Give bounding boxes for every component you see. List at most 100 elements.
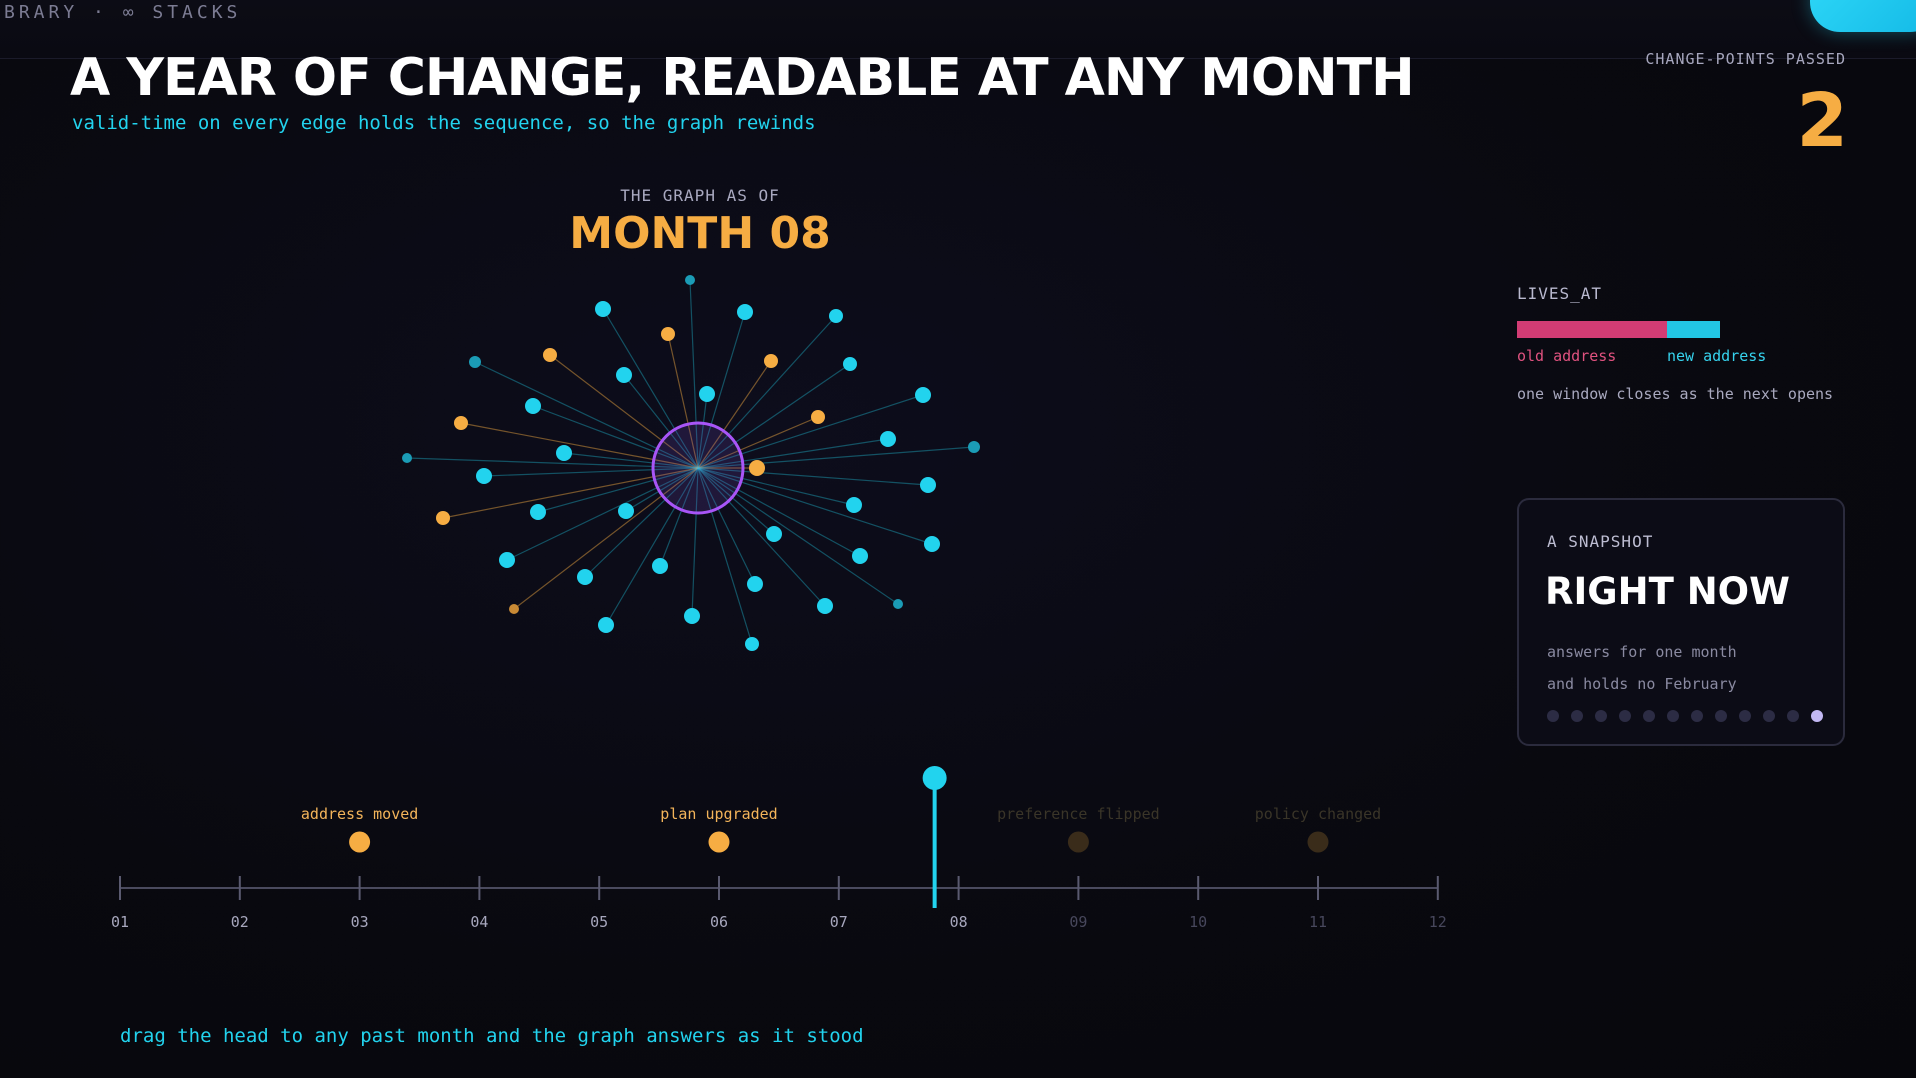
graph-node[interactable] [699, 386, 715, 402]
graph-node[interactable] [811, 410, 825, 424]
snapshot-kicker: A SNAPSHOT [1547, 532, 1654, 551]
graph-node[interactable] [749, 460, 765, 476]
graph-edge [697, 467, 775, 535]
month-tick-label[interactable]: 01 [110, 913, 130, 931]
brand-label: BRARY · ∞ STACKS [4, 2, 242, 23]
month-tick-label[interactable]: 04 [470, 913, 489, 931]
graph-node[interactable] [737, 304, 753, 320]
snapshot-dot[interactable] [1691, 710, 1703, 722]
old-address-label: old address [1517, 347, 1617, 365]
graph-edge [474, 361, 699, 469]
graph-node[interactable] [968, 441, 980, 453]
graph-edge [460, 422, 699, 469]
graph-node[interactable] [764, 354, 778, 368]
change-point-marker[interactable] [1307, 831, 1329, 853]
graph-edge [659, 467, 699, 567]
graph-node[interactable] [852, 548, 868, 564]
graph-edge [483, 467, 699, 477]
graph-node[interactable] [618, 503, 634, 519]
snapshot-dot[interactable] [1571, 710, 1583, 722]
graph-edge [697, 467, 756, 585]
graph-edge [549, 354, 699, 469]
graph-node[interactable] [817, 598, 833, 614]
change-points-label: CHANGE-POINTS PASSED [1645, 50, 1846, 68]
hub-node[interactable] [651, 421, 745, 515]
graph-node[interactable] [469, 356, 481, 368]
graph-node[interactable] [543, 348, 557, 362]
snapshot-dot[interactable] [1739, 710, 1751, 722]
graph-node[interactable] [745, 637, 759, 651]
snapshot-month-dots [1547, 710, 1823, 722]
month-tick-label[interactable]: 10 [1189, 913, 1208, 931]
graph-node[interactable] [684, 608, 700, 624]
graph-node[interactable] [747, 576, 763, 592]
graph-node[interactable] [454, 416, 468, 430]
old-address-bar [1517, 321, 1667, 338]
snapshot-dot[interactable] [1643, 710, 1655, 722]
month-tick-label[interactable]: 08 [949, 913, 968, 931]
snapshot-dot[interactable] [1667, 710, 1679, 722]
graph-edge [697, 360, 772, 469]
snapshot-dot[interactable] [1715, 710, 1727, 722]
graph-node[interactable] [661, 327, 675, 341]
graph-node[interactable] [436, 511, 450, 525]
graph-node[interactable] [616, 367, 632, 383]
graph-edge [506, 467, 699, 561]
change-point-marker[interactable] [1067, 831, 1089, 853]
change-point-label: preference flipped [997, 805, 1160, 823]
graph-node[interactable] [843, 357, 857, 371]
graph-node[interactable] [924, 536, 940, 552]
snapshot-dot[interactable] [1619, 710, 1631, 722]
snapshot-dot[interactable] [1811, 710, 1823, 722]
graph-node[interactable] [920, 477, 936, 493]
snapshot-dot[interactable] [1787, 710, 1799, 722]
change-point-label: policy changed [1254, 805, 1382, 823]
graph-edge [537, 467, 699, 513]
graph-node[interactable] [530, 504, 546, 520]
graph-node[interactable] [476, 468, 492, 484]
graph-node[interactable] [893, 599, 903, 609]
graph-edge [532, 405, 699, 469]
change-point-marker[interactable] [708, 831, 730, 853]
timeline-head-handle[interactable] [922, 766, 947, 790]
month-tick-label[interactable]: 12 [1428, 913, 1447, 931]
month-tick-label[interactable]: 03 [350, 913, 369, 931]
graph-node[interactable] [598, 617, 614, 633]
graph-edge [563, 452, 699, 469]
graph-edge [697, 393, 708, 469]
graph-node[interactable] [499, 552, 515, 568]
graph-node[interactable] [685, 275, 695, 285]
graph-node[interactable] [880, 431, 896, 447]
graph-node[interactable] [766, 526, 782, 542]
month-tick-label[interactable]: 11 [1308, 913, 1328, 931]
month-tick-label[interactable]: 09 [1069, 913, 1088, 931]
graph-node[interactable] [402, 453, 412, 463]
corner-action-button[interactable] [1810, 0, 1916, 32]
month-tick-label[interactable]: 06 [709, 913, 729, 931]
change-points-value: 2 [1796, 78, 1849, 164]
window-note: one window closes as the next opens [1517, 385, 1834, 403]
graph-node[interactable] [509, 604, 519, 614]
graph-node[interactable] [829, 309, 843, 323]
month-tick-label[interactable]: 05 [590, 913, 609, 931]
graph-node[interactable] [652, 558, 668, 574]
month-tick-label[interactable]: 02 [230, 913, 249, 931]
month-tick-label[interactable]: 07 [829, 913, 848, 931]
graph-node[interactable] [577, 569, 593, 585]
timeline-head[interactable] [922, 766, 947, 908]
graph-edges [406, 279, 975, 645]
change-point-marker[interactable] [349, 831, 371, 853]
graph-node[interactable] [556, 445, 572, 461]
graph-edge [623, 374, 699, 469]
snapshot-dot[interactable] [1595, 710, 1607, 722]
graph-edge [605, 467, 699, 626]
graph-node[interactable] [525, 398, 541, 414]
snapshot-dot[interactable] [1547, 710, 1559, 722]
graph-node[interactable] [595, 301, 611, 317]
snapshot-dot[interactable] [1763, 710, 1775, 722]
graph-node[interactable] [846, 497, 862, 513]
graph-edge [513, 467, 699, 610]
graph-edge [697, 438, 889, 469]
graph-node[interactable] [915, 387, 931, 403]
